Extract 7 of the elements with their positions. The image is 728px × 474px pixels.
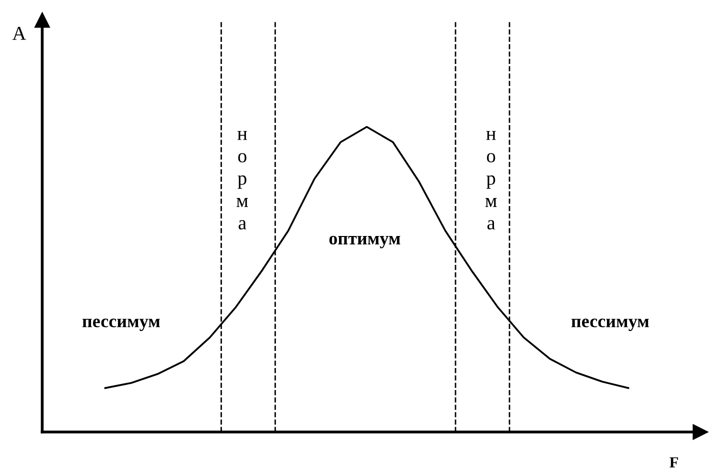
x-axis-title: F xyxy=(670,457,678,468)
annotation: пессимум xyxy=(571,318,649,332)
annotation: норма xyxy=(485,130,497,230)
annotation: норма xyxy=(236,130,248,230)
text: A xyxy=(12,26,26,40)
annotation: пессимум xyxy=(82,318,160,332)
annotation: оптимум xyxy=(329,236,400,248)
